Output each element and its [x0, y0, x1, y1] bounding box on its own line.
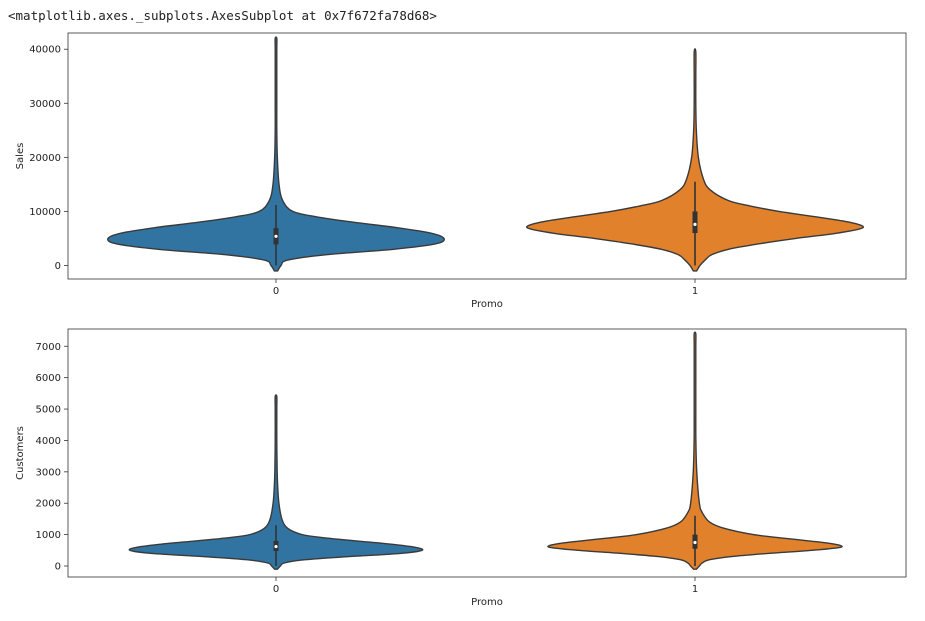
- subplot-1: 0 10000 20000 30000 40000 0 1 Promo Sales: [15, 32, 907, 310]
- y-tick-label: 0: [55, 261, 61, 272]
- y-tick-label: 2000: [36, 499, 61, 510]
- violin-median-dot: [693, 222, 697, 226]
- y-tick-label: 5000: [36, 405, 61, 416]
- y-tick-label: 3000: [36, 467, 61, 478]
- y-tick-label: 6000: [36, 373, 61, 384]
- x-tick-label: 1: [692, 584, 698, 595]
- y-axis-label: Sales: [15, 143, 26, 170]
- y-tick-label: 10000: [29, 207, 61, 218]
- x-tick-label: 1: [692, 286, 698, 297]
- y-tick-label: 20000: [29, 153, 61, 164]
- output-repr-text: <matplotlib.axes._subplots.AxesSubplot a…: [8, 8, 437, 23]
- y-axis-label: Customers: [15, 426, 26, 480]
- y-tick-label: 0: [55, 562, 61, 573]
- x-tick-label: 0: [273, 286, 279, 297]
- violin-promo-0: [107, 36, 445, 272]
- y-tick-label: 7000: [36, 342, 61, 353]
- violin-promo-1: [547, 331, 843, 570]
- y-tick-label: 4000: [36, 436, 61, 447]
- y-tick-label: 40000: [29, 45, 61, 56]
- subplot-2: 0 1000 2000 3000 4000 5000 6000 7000 0 1 Promo Cust…: [15, 328, 907, 608]
- y-tick-label: 1000: [36, 530, 61, 541]
- violin-median-dot: [274, 234, 278, 238]
- violin-promo-0: [128, 394, 424, 570]
- y-tick-label: 30000: [29, 99, 61, 110]
- x-axis-label: Promo: [471, 597, 503, 608]
- violin-iqr-box: [692, 211, 698, 234]
- violin-median-dot: [693, 540, 697, 545]
- x-tick-label: 0: [273, 584, 279, 595]
- violin-median-dot: [274, 544, 278, 549]
- x-axis-label: Promo: [471, 299, 503, 310]
- violin-promo-1: [525, 48, 865, 272]
